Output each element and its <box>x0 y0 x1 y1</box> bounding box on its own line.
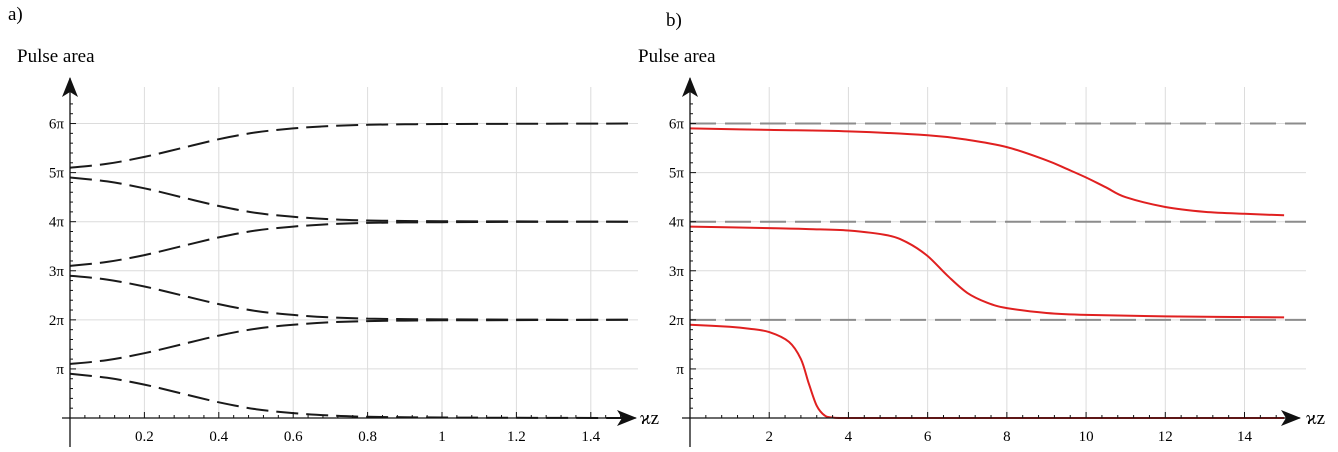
x-tick-label: 0.4 <box>209 429 228 445</box>
y-tick-label: 3π <box>669 264 685 280</box>
x-tick-label: 6 <box>924 429 932 445</box>
series-line-5 <box>69 372 629 419</box>
panel-a-tick-labels: 0.2 0.4 0.6 0.8 1 1.2 1.4 π 2π 3π 4π 5π 6π <box>49 117 601 445</box>
panel-a-axes <box>62 77 637 448</box>
panel-b-axes <box>682 77 1301 448</box>
series-line-4 <box>69 318 629 365</box>
x-tick-label: 14 <box>1237 429 1253 445</box>
series-line-0 <box>689 127 1285 217</box>
panel-b-y-axis-title: Pulse area <box>638 46 716 67</box>
x-tick-label: 1.2 <box>507 429 526 445</box>
series-line-3 <box>69 274 629 321</box>
panel-b-series <box>689 127 1285 420</box>
x-tick-label: 0.2 <box>135 429 154 445</box>
panel-b-grid <box>690 87 1306 418</box>
y-tick-label: 3π <box>49 264 65 280</box>
y-tick-label: 6π <box>669 117 685 133</box>
x-tick-label: 2 <box>765 429 773 445</box>
panel-a-label: a) <box>8 4 23 25</box>
x-tick-label: 1 <box>438 429 446 445</box>
panel-b: b) Pulse area ϰz 2 4 6 8 10 12 14 π 2π 3π 4π 5π 6π <box>638 10 1325 448</box>
x-tick-label: 0.8 <box>358 429 377 445</box>
y-tick-label: 2π <box>669 313 685 329</box>
panel-a: a) Pulse area ϰz 0.2 0.4 0.6 0.8 1 1.2 1.4 π 2π 3… <box>8 4 659 448</box>
y-tick-label: 5π <box>669 166 685 182</box>
panel-a-x-axis-title: ϰz <box>640 408 659 429</box>
x-tick-label: 0.6 <box>284 429 303 445</box>
y-tick-label: π <box>56 362 64 378</box>
x-tick-label: 8 <box>1003 429 1011 445</box>
x-tick-label: 1.4 <box>581 429 600 445</box>
panel-b-label: b) <box>666 10 682 31</box>
x-tick-label: 12 <box>1158 429 1173 445</box>
series-line-2 <box>689 323 1285 420</box>
y-tick-label: 4π <box>49 215 65 231</box>
y-tick-label: 2π <box>49 313 65 329</box>
series-line-2 <box>69 220 629 267</box>
panel-b-x-axis-title: ϰz <box>1306 408 1325 429</box>
series-line-1 <box>69 176 629 223</box>
panel-a-y-axis-title: Pulse area <box>17 46 95 67</box>
series-line-0 <box>69 122 629 169</box>
panel-b-reference-lines <box>690 122 1306 321</box>
y-tick-label: π <box>676 362 684 378</box>
panel-a-grid <box>70 87 638 418</box>
series-line-1 <box>689 225 1285 319</box>
y-tick-label: 4π <box>669 215 685 231</box>
panel-b-tick-labels: 2 4 6 8 10 12 14 π 2π 3π 4π 5π 6π <box>669 117 1253 445</box>
panel-a-series <box>69 122 629 419</box>
y-tick-label: 5π <box>49 166 65 182</box>
x-tick-label: 10 <box>1079 429 1094 445</box>
x-tick-label: 4 <box>845 429 853 445</box>
y-tick-label: 6π <box>49 117 65 133</box>
